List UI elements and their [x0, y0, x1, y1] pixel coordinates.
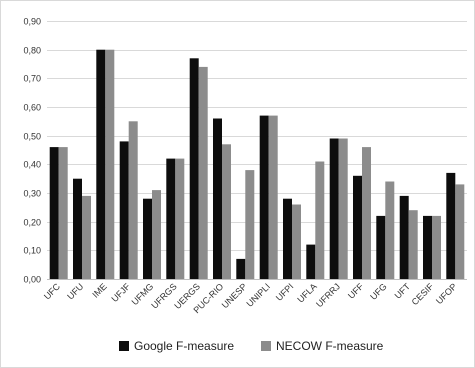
- bar-necow: [408, 210, 418, 279]
- x-tick-label: UFC: [42, 281, 63, 302]
- bar-necow: [128, 121, 138, 279]
- x-tick-label: IME: [90, 281, 108, 299]
- bar-necow: [175, 158, 185, 279]
- bar-necow: [338, 138, 348, 279]
- bar-google: [446, 172, 456, 279]
- bar-google: [306, 244, 316, 279]
- bar-google: [119, 141, 129, 279]
- bar-necow: [105, 49, 115, 280]
- x-tick-label: UFPI: [274, 281, 296, 303]
- bar-google: [353, 175, 362, 279]
- y-tick-label: 0,20: [23, 218, 41, 228]
- bar-google: [259, 115, 269, 279]
- bar-google: [96, 49, 106, 280]
- bar-google: [166, 158, 176, 279]
- legend-swatch-google: [119, 341, 129, 351]
- x-tick-label: UFF: [346, 281, 366, 301]
- bar-necow: [198, 66, 208, 280]
- bar-necow: [455, 184, 465, 279]
- y-tick-label: 0,70: [23, 74, 41, 84]
- legend-swatch-necow: [261, 341, 271, 351]
- bar-necow: [385, 181, 395, 279]
- x-tick-label: UNIPLI: [244, 281, 272, 309]
- y-tick-label: 0,90: [23, 17, 41, 27]
- bar-google: [73, 178, 82, 279]
- x-tick-label: UFRRJ: [314, 281, 342, 309]
- bar-necow: [58, 147, 68, 279]
- bars: [49, 49, 465, 280]
- bar-necow: [245, 170, 255, 279]
- gridlines: [47, 21, 467, 280]
- y-tick-label: 0,40: [23, 160, 41, 170]
- legend: Google F-measure NECOW F-measure: [119, 339, 384, 353]
- bar-necow: [268, 115, 278, 279]
- x-tick-label: UFU: [65, 281, 85, 301]
- bar-necow: [152, 190, 161, 279]
- y-tick-label: 0,60: [23, 103, 41, 113]
- x-axis-labels: UFC UFU IME UFJFUFMGUFRGSUERGSPUC-RIOUNESPU…: [42, 281, 459, 315]
- bar-necow: [292, 204, 301, 279]
- bar-google: [399, 195, 409, 279]
- y-tick-label: 0,10: [23, 246, 41, 256]
- bar-google: [329, 138, 339, 279]
- y-tick-label: 0,50: [23, 132, 41, 142]
- x-tick-label: CESIF: [410, 281, 436, 307]
- y-tick-label: 0,30: [23, 189, 41, 199]
- bar-google: [423, 215, 432, 279]
- x-tick-label: UFT: [393, 281, 413, 301]
- y-tick-label: 0,00: [23, 275, 41, 285]
- bar-google: [49, 147, 59, 279]
- x-tick-label: UFG: [368, 281, 389, 302]
- bar-google: [376, 215, 386, 279]
- x-tick-label: UNESP: [220, 281, 249, 310]
- bar-necow: [432, 215, 441, 279]
- bar-google: [283, 198, 292, 279]
- legend-label-google: Google F-measure: [134, 339, 234, 353]
- bar-google: [189, 58, 199, 279]
- y-tick-label: 0,80: [23, 46, 41, 56]
- bar-necow: [222, 144, 231, 279]
- bar-necow: [362, 147, 371, 279]
- bar-google: [213, 118, 222, 279]
- bar-google: [236, 258, 246, 279]
- legend-label-necow: NECOW F-measure: [276, 339, 384, 353]
- bar-google: [143, 198, 152, 279]
- y-axis-ticks: 0,00 0,10 0,20 0,30 0,40 0,50 0,60 0,70 0,80 0,90: [23, 17, 41, 285]
- bar-necow: [82, 195, 91, 279]
- bar-necow: [315, 161, 325, 279]
- x-tick-label: UFOP: [434, 281, 459, 306]
